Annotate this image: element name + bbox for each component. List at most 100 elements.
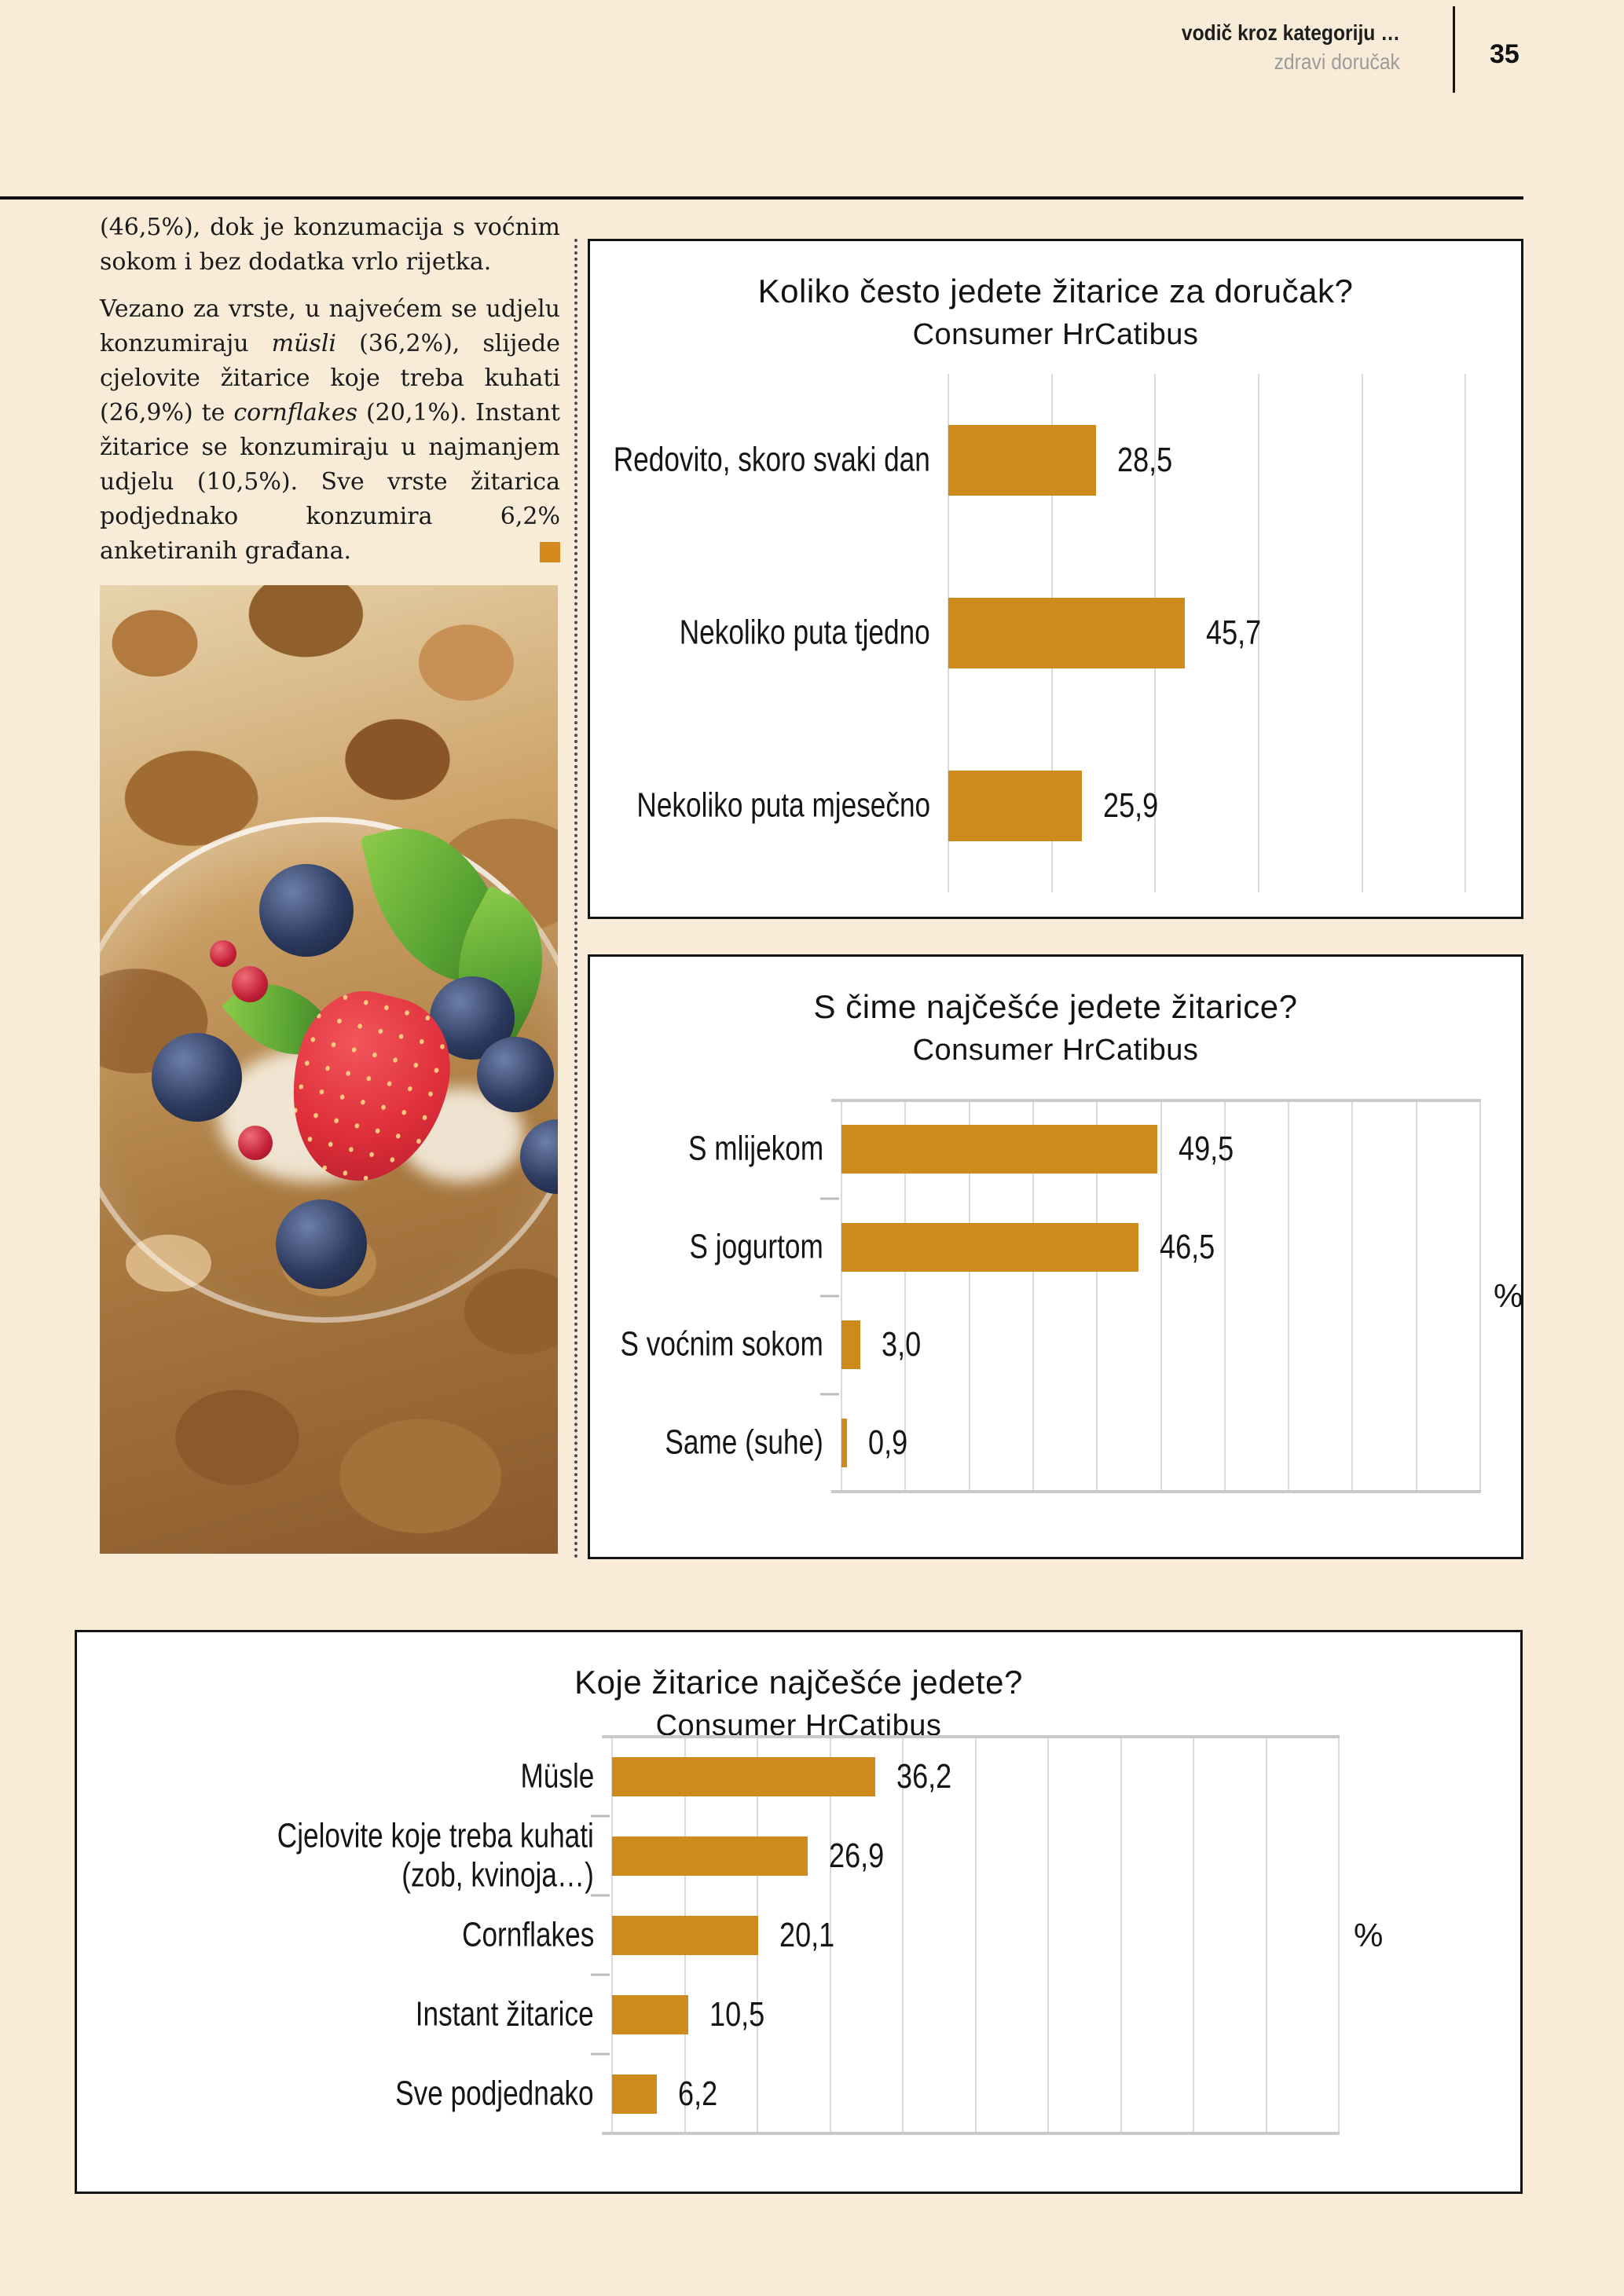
bar	[612, 1836, 808, 1876]
gridline	[974, 1737, 977, 2133]
gridline	[1265, 1737, 1267, 2133]
value-label: 28,5	[1116, 441, 1172, 479]
page-number: 35	[1490, 39, 1520, 69]
bar	[612, 1994, 689, 2034]
category-label: Nekoliko puta tjedno	[680, 613, 930, 652]
chart-row: Cornflakes 20,1	[462, 1895, 1338, 1975]
bar	[841, 1418, 848, 1467]
gridline	[1096, 1100, 1098, 1492]
value-label: 36,2	[896, 1756, 952, 1796]
chart-row: S mlijekom 49,5	[688, 1100, 1479, 1199]
article-paragraph-1: (46,5%), dok je konzumacija s voćnim sok…	[100, 214, 560, 276]
value-label: 46,5	[1160, 1227, 1215, 1266]
gridline	[1338, 1737, 1340, 2133]
chart-row: Nekoliko puta mjesečno 25,9	[636, 720, 1516, 892]
gridline	[1465, 374, 1467, 892]
axis-bottom-line	[602, 2132, 1340, 2135]
granola-photo	[100, 585, 558, 1554]
axis-tick	[820, 1294, 839, 1298]
blueberry	[477, 1037, 554, 1112]
chart-row: Instant žitarice 10,5	[416, 1975, 1338, 2054]
value-label: 20,1	[779, 1915, 835, 1954]
gridline	[1288, 1100, 1290, 1492]
value-label: 49,5	[1179, 1130, 1234, 1169]
gridline	[1047, 1737, 1049, 2133]
percent-axis-label: %	[1354, 1917, 1384, 1954]
chart-which-cereals-are-eaten: Koje žitarice najčešće jedete? Consumer …	[75, 1630, 1523, 2194]
gridline	[1351, 1100, 1354, 1492]
header-category: vodič kroz kategoriju …	[1182, 20, 1400, 45]
gridline	[904, 1100, 907, 1492]
bar	[948, 598, 1185, 668]
chart-row: Same (suhe) 0,9	[665, 1394, 1479, 1492]
paragraph-text: (20,1%). Instant žitarice se konzumiraju…	[100, 399, 560, 565]
paragraph-text: Vezano za vrste, u najvećem se udjelu ko…	[100, 295, 560, 357]
plot-area: Redovito, skoro svaki dan 28,5 Nekoliko pu…	[614, 374, 1516, 892]
header-subtitle: zdravi doručak	[1274, 49, 1400, 74]
chart-row: S jogurtom 46,5	[690, 1199, 1479, 1297]
axis-top-line	[602, 1735, 1340, 1738]
blueberry	[259, 864, 354, 957]
axis-tick	[820, 1197, 839, 1199]
value-label: 26,9	[828, 1836, 885, 1875]
axis-tick	[591, 1814, 610, 1818]
value-label: 6,2	[678, 2074, 718, 2113]
red-currant	[210, 940, 236, 967]
gridline	[1361, 374, 1363, 892]
chart-subtitle: Consumer HrCatibus	[912, 318, 1199, 351]
category-label: Cornflakes	[461, 1915, 594, 1954]
chart-row: Nekoliko puta tjedno 45,7	[680, 547, 1516, 720]
bar	[948, 771, 1083, 841]
bar	[948, 425, 1096, 496]
category-label: Müsle	[520, 1756, 594, 1796]
category-label: Sve podjednako	[395, 2074, 594, 2113]
gridline	[1160, 1100, 1162, 1492]
axis-tick	[591, 1894, 610, 1897]
page-header: vodič kroz kategoriju … zdravi doručak	[1152, 22, 1400, 73]
category-label: Same (suhe)	[665, 1423, 823, 1462]
chart-what-cereal-is-eaten-with: S čime najčešće jedete žitarice? Consume…	[588, 954, 1523, 1559]
gridline	[1479, 1100, 1481, 1492]
gridline	[841, 1100, 842, 1492]
chart-subtitle: Consumer HrCatibus	[912, 1034, 1199, 1067]
value-label: 45,7	[1205, 613, 1262, 652]
gridline	[1257, 374, 1259, 892]
gridline	[1193, 1737, 1194, 2133]
category-label: Nekoliko puta mjesečno	[636, 785, 930, 825]
end-of-article-marker	[540, 542, 560, 562]
axis-tick	[820, 1393, 839, 1395]
chart-row: Müsle 36,2	[520, 1737, 1338, 1816]
red-currant	[238, 1126, 273, 1160]
category-label: S jogurtom	[689, 1227, 823, 1266]
axis-tick	[591, 2052, 610, 2056]
paragraph-text-italic: cornflakes	[233, 399, 358, 427]
paragraph-text: (36,2%), slijede cjelovite žitarice koje…	[100, 330, 560, 427]
blueberry	[152, 1033, 242, 1122]
bar	[612, 1756, 875, 1796]
gridline	[1223, 1100, 1226, 1492]
gridline	[1415, 1100, 1417, 1492]
gridline	[968, 1100, 970, 1492]
chart-row: Sve podjednako 6,2	[396, 2054, 1338, 2133]
article-text-column: (46,5%), dok je konzumacija s voćnim sok…	[100, 211, 560, 581]
category-label: Cjelovite koje treba kuhati (zob, kvinoj…	[277, 1815, 594, 1895]
gridline	[1120, 1737, 1122, 2133]
glass-bowl	[100, 817, 558, 1323]
category-label: Instant žitarice	[416, 1994, 594, 2034]
value-label: 3,0	[882, 1325, 922, 1364]
column-divider-dotted	[574, 239, 577, 1559]
category-label: Redovito, skoro svaki dan	[613, 440, 930, 479]
axis-top-line	[831, 1099, 1481, 1102]
value-label: 25,9	[1103, 786, 1159, 825]
article-paragraph-2: Vezano za vrste, u najvećem se udjelu ko…	[100, 292, 560, 569]
value-label: 10,5	[709, 1994, 765, 2034]
chart-row: S voćnim sokom 3,0	[621, 1296, 1479, 1394]
chart-row: Redovito, skoro svaki dan 28,5	[614, 374, 1516, 547]
plot-area: Müsle 36,2 Cjelovite koje treba kuhati (zo…	[277, 1735, 1340, 2135]
header-rule	[0, 196, 1523, 200]
chart-title: Koje žitarice najčešće jedete?	[574, 1664, 1023, 1701]
blueberry	[276, 1199, 367, 1289]
bar	[612, 2074, 658, 2114]
bar	[841, 1320, 861, 1370]
